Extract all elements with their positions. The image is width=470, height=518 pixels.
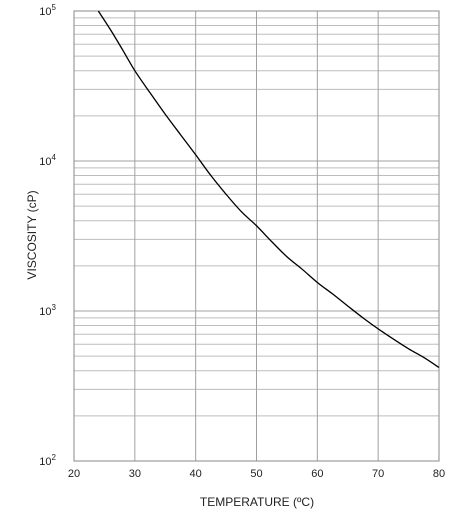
y-tick-label: 105 [39,3,56,18]
y-tick-label: 103 [39,303,56,318]
x-tick-label: 20 [68,468,80,480]
x-tick-label: 50 [250,468,262,480]
y-axis-title: VISCOSITY (cP) [25,190,39,279]
x-tick-label: 40 [190,468,202,480]
viscosity-curve [97,10,440,369]
y-tick-label: 102 [39,453,56,468]
series-layer [97,10,440,369]
y-tick-label: 104 [39,153,56,168]
x-tick-labels: 20 30 40 50 60 70 80 [68,468,445,480]
grid [73,10,440,462]
x-tick-label: 30 [129,468,141,480]
x-axis-title: TEMPERATURE (ºC) [200,495,314,509]
y-tick-labels: 102 103 104 105 [39,3,56,468]
x-tick-label: 70 [372,468,384,480]
x-tick-label: 80 [433,468,445,480]
plot-border [73,10,440,462]
plot-frame [73,10,440,462]
x-tick-label: 60 [311,468,323,480]
